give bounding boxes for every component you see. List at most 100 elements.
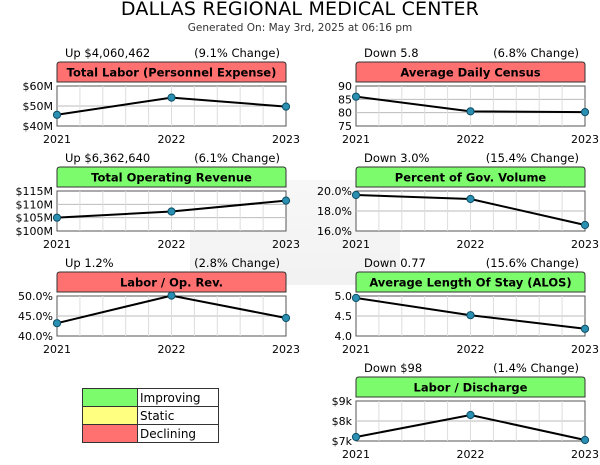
change-percent: (6.1% Change)	[194, 151, 280, 165]
change-percent: (6.8% Change)	[493, 46, 579, 60]
legend-label-improving: Improving	[137, 388, 219, 407]
data-point	[167, 207, 176, 216]
change-percent: (9.1% Change)	[194, 46, 280, 60]
y-tick-label: $100M	[16, 225, 54, 238]
x-tick-label: 2021	[43, 343, 71, 356]
change-summary: Up $6,362,640	[65, 151, 150, 165]
metric-title: Percent of Gov. Volume	[395, 171, 547, 185]
x-tick-label: 2021	[342, 133, 370, 146]
data-point	[466, 107, 475, 116]
legend-swatch-declining	[82, 424, 138, 443]
metric-title: Average Length Of Stay (ALOS)	[369, 276, 571, 290]
metric-banner	[56, 166, 287, 188]
y-tick-label: $7k	[332, 435, 353, 448]
data-point	[466, 194, 475, 204]
chart-panel: Up 1.2% (2.8% Change) Labor / Op. Rev. 50.0…	[18, 256, 300, 356]
y-tick-label: $50M	[23, 100, 54, 113]
change-summary: Down $98	[364, 361, 422, 375]
change-percent: (2.8% Change)	[194, 256, 280, 270]
y-tick-label: 4.0	[335, 330, 353, 343]
metric-title: Total Operating Revenue	[91, 171, 252, 185]
x-tick-label: 2021	[342, 238, 370, 251]
legend-swatch-static	[82, 406, 138, 425]
y-tick-label: 40.0%	[18, 330, 53, 343]
metric-title: Labor / Op. Rev.	[120, 276, 223, 290]
data-point	[351, 92, 361, 101]
x-tick-label: 2022	[457, 238, 485, 251]
metric-title: Average Daily Census	[400, 66, 540, 80]
metric-banner	[56, 61, 287, 83]
data-point	[580, 435, 590, 445]
y-tick-label: 5.0	[335, 290, 353, 303]
x-tick-label: 2022	[457, 133, 485, 146]
generated-timestamp: Generated On: May 3rd, 2025 at 06:16 pm	[187, 22, 413, 34]
change-percent: (15.6% Change)	[486, 256, 579, 270]
legend-row-improving: Improving	[82, 388, 219, 407]
change-summary: Down 0.77	[364, 256, 426, 270]
y-tick-label: $9k	[332, 395, 353, 408]
x-tick-label: 2022	[158, 238, 186, 251]
y-tick-label: 80	[338, 107, 352, 120]
data-point	[281, 102, 291, 111]
change-summary: Up 1.2%	[65, 256, 114, 270]
y-tick-label: $105M	[16, 212, 54, 225]
y-tick-label: 18.0%	[317, 205, 352, 218]
legend-swatch-improving	[82, 388, 138, 407]
data-point	[281, 313, 291, 323]
data-point	[281, 196, 291, 205]
x-tick-label: 2021	[43, 133, 71, 146]
x-tick-label: 2023	[571, 133, 599, 146]
metric-title: Labor / Discharge	[414, 381, 528, 395]
y-tick-label: 50.0%	[18, 290, 53, 303]
legend-row-static: Static	[82, 406, 219, 425]
x-tick-label: 2022	[158, 133, 186, 146]
x-tick-label: 2021	[342, 343, 370, 356]
change-summary: Up $4,060,462	[65, 46, 150, 60]
x-tick-label: 2022	[457, 343, 485, 356]
chart-panel: Up $4,060,462 (9.1% Change) Total Labor (P…	[23, 46, 301, 146]
y-tick-label: $8k	[332, 415, 353, 428]
data-point	[351, 293, 361, 303]
legend-row-declining: Declining	[82, 424, 219, 443]
y-tick-label: 4.5	[335, 310, 353, 323]
legend: Improving Static Declining	[82, 388, 219, 443]
x-tick-label: 2023	[571, 343, 599, 356]
change-summary: Down 3.0%	[364, 151, 430, 165]
metric-banner	[56, 271, 287, 293]
y-tick-label: 90	[338, 80, 352, 93]
data-point	[167, 291, 176, 300]
y-tick-label: 16.0%	[317, 225, 352, 238]
x-tick-label: 2022	[457, 448, 485, 461]
data-point	[52, 319, 62, 328]
legend-label-static: Static	[137, 406, 219, 425]
y-tick-label: $40M	[23, 120, 54, 133]
x-tick-label: 2021	[342, 448, 370, 461]
y-tick-label: 45.0%	[18, 310, 53, 323]
data-point	[580, 324, 590, 333]
x-tick-label: 2023	[571, 238, 599, 251]
data-point	[52, 213, 62, 222]
legend-label-declining: Declining	[137, 424, 219, 443]
change-summary: Down 5.8	[364, 46, 419, 60]
page-title: DALLAS REGIONAL MEDICAL CENTER	[120, 0, 480, 20]
x-tick-label: 2023	[571, 448, 599, 461]
x-tick-label: 2022	[158, 343, 186, 356]
x-tick-label: 2023	[272, 133, 300, 146]
change-percent: (15.4% Change)	[486, 151, 579, 165]
y-tick-label: $60M	[23, 80, 54, 93]
data-point	[466, 410, 475, 420]
data-point	[351, 432, 361, 442]
chart-panel: Up $6,362,640 (6.1% Change) Total Operatin…	[16, 151, 301, 251]
chart-panel: Down 5.8 (6.8% Change) Average Daily Censu…	[338, 46, 599, 146]
metric-banner	[355, 271, 586, 293]
chart-panel: Down 3.0% (15.4% Change) Percent of Gov. V…	[317, 151, 599, 251]
y-tick-label: 85	[338, 93, 352, 106]
data-point	[466, 311, 475, 320]
metric-banner	[355, 166, 586, 188]
x-tick-label: 2023	[272, 238, 300, 251]
change-percent: (1.4% Change)	[493, 361, 579, 375]
metric-banner	[355, 61, 586, 83]
y-tick-label: $115M	[16, 185, 54, 198]
y-tick-label: 75	[338, 120, 352, 133]
